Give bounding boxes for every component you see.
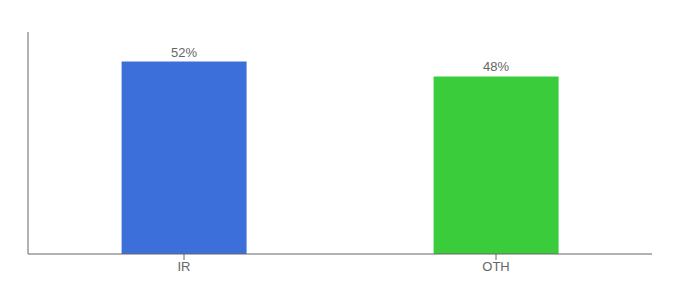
svg-text:IR: IR: [178, 259, 191, 274]
svg-text:52%: 52%: [171, 45, 197, 60]
svg-text:48%: 48%: [483, 59, 509, 74]
svg-text:OTH: OTH: [482, 259, 509, 274]
